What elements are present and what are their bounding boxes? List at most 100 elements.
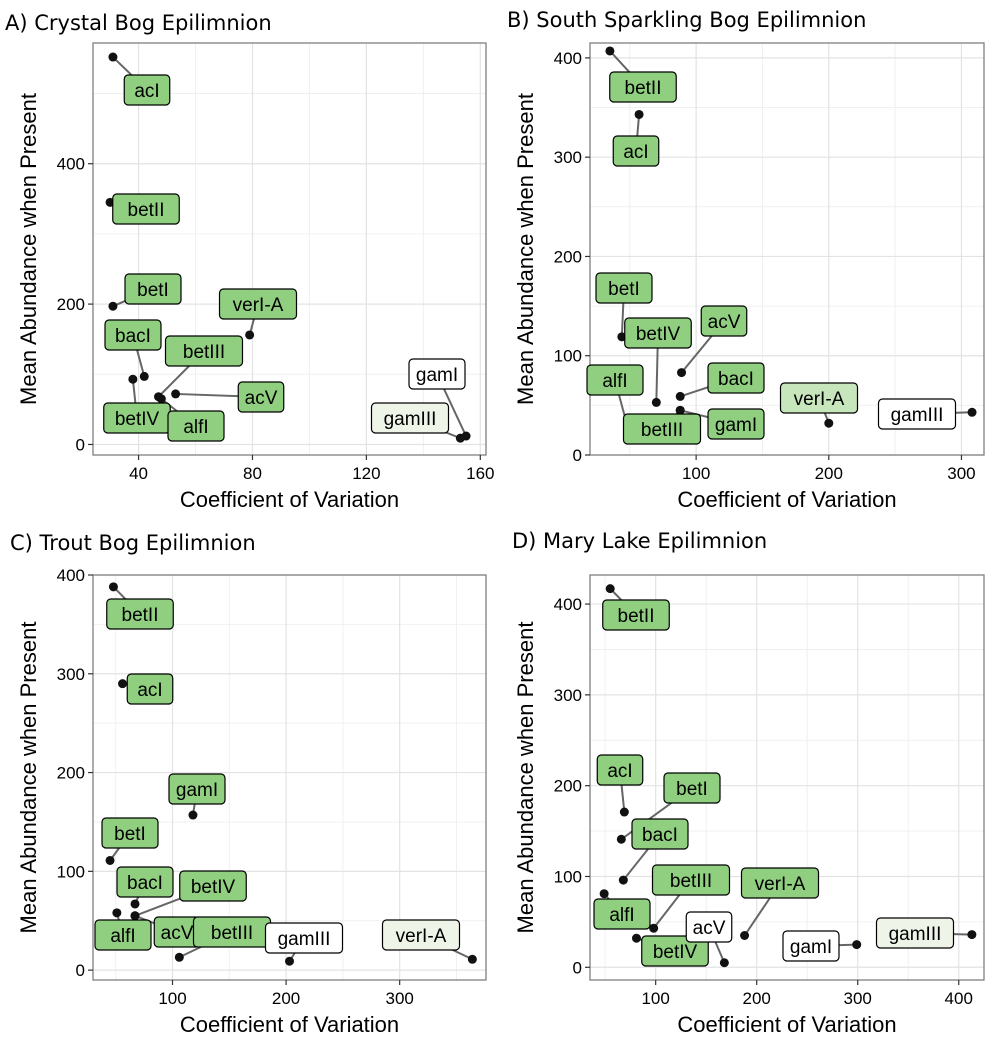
x-tick-label: 200 bbox=[272, 989, 300, 1008]
label-verI-A: verI-A bbox=[381, 919, 461, 951]
label-gamIII: gamIII bbox=[875, 917, 955, 949]
label-text: betI bbox=[114, 824, 146, 845]
x-tick-label: 100 bbox=[641, 989, 669, 1008]
label-acV: acV bbox=[237, 381, 285, 413]
y-tick-label: 0 bbox=[76, 961, 85, 980]
point-betIV bbox=[651, 397, 661, 407]
major-gridlines bbox=[93, 43, 486, 455]
label-box bbox=[168, 773, 226, 805]
label-text: verI-A bbox=[396, 926, 447, 947]
label-box bbox=[593, 898, 651, 930]
point-acI bbox=[118, 679, 128, 689]
label-box bbox=[596, 754, 644, 786]
label-text: verI-A bbox=[233, 295, 284, 316]
label-acV: acV bbox=[153, 916, 201, 948]
point-betIII bbox=[649, 923, 659, 933]
label-box bbox=[631, 818, 689, 850]
point-verI-A bbox=[467, 954, 477, 964]
label-text: gamIII bbox=[384, 409, 437, 430]
data-points bbox=[105, 582, 477, 966]
x-tick-label: 120 bbox=[352, 464, 380, 483]
panel-b: 100 200 300 0 100 200 300 400 B) South Sparkling… bbox=[507, 8, 985, 512]
label-text: bacI bbox=[127, 873, 163, 894]
label-text: gamIII bbox=[891, 405, 944, 426]
label-gamI: gamI bbox=[408, 358, 466, 390]
point-verI-A bbox=[245, 330, 255, 340]
label-acI: acI bbox=[612, 135, 660, 167]
panel-c: 100 200 300 0 100 200 300 400 C) Trout Bog Epili… bbox=[10, 531, 487, 1037]
label-box bbox=[740, 867, 820, 899]
label-text: bacI bbox=[642, 825, 678, 846]
label-text: betI bbox=[137, 280, 169, 301]
point-labels: betII acI gamI betI bacI betIV alfI acV betIII ga… bbox=[94, 598, 461, 954]
x-tick-label: 200 bbox=[815, 464, 843, 483]
label-text: gamIII bbox=[278, 929, 331, 950]
point-betIV bbox=[631, 933, 641, 943]
label-text: bacI bbox=[115, 326, 151, 347]
label-betIII: betIII bbox=[622, 413, 702, 445]
label-text: acI bbox=[134, 81, 159, 102]
label-text: betII bbox=[128, 200, 165, 221]
point-bacI bbox=[618, 875, 628, 885]
label-betI: betI bbox=[595, 272, 653, 304]
y-tick-label: 0 bbox=[573, 958, 582, 977]
label-gamIII: gamIII bbox=[370, 402, 450, 434]
label-acI: acI bbox=[596, 754, 644, 786]
label-betIII: betIII bbox=[192, 916, 272, 948]
label-text: acV bbox=[708, 312, 741, 333]
label-text: alfI bbox=[110, 926, 135, 947]
label-betI: betI bbox=[663, 772, 721, 804]
label-text: betIII bbox=[211, 923, 253, 944]
label-bacI: bacI bbox=[116, 866, 174, 898]
point-gamIII bbox=[455, 433, 465, 443]
label-text: betIV bbox=[191, 877, 236, 898]
label-text: acI bbox=[623, 142, 648, 163]
label-betIV: betIV bbox=[103, 402, 171, 434]
label-betII: betII bbox=[602, 599, 670, 631]
label-verI-A: verI-A bbox=[779, 382, 859, 414]
label-text: betIII bbox=[183, 342, 225, 363]
panel-title: B) South Sparkling Bog Epilimnion bbox=[507, 8, 866, 32]
label-gamI: gamI bbox=[782, 930, 840, 962]
label-box bbox=[167, 410, 225, 442]
label-text: alfI bbox=[609, 905, 634, 926]
label-text: acV bbox=[161, 923, 194, 944]
point-acI bbox=[634, 109, 644, 119]
label-box bbox=[264, 922, 344, 954]
point-labels: betII acI betI bacI betIII alfI betIV acV verI-A… bbox=[593, 599, 955, 967]
label-box bbox=[408, 358, 466, 390]
label-box bbox=[612, 135, 660, 167]
y-axis-label: Mean Abundance when Present bbox=[16, 622, 41, 934]
y-tick-label: 200 bbox=[57, 764, 85, 783]
y-axis-label: Mean Abundance when Present bbox=[16, 93, 41, 405]
x-tick-label: 100 bbox=[158, 989, 186, 1008]
label-betIV: betIV bbox=[641, 935, 709, 967]
label-betI: betI bbox=[101, 817, 159, 849]
point-acV bbox=[677, 368, 687, 378]
point-betII bbox=[108, 582, 118, 592]
label-box bbox=[112, 193, 180, 225]
label-box bbox=[602, 599, 670, 631]
label-box bbox=[106, 598, 174, 630]
x-tick-label: 300 bbox=[385, 989, 413, 1008]
label-betIV: betIV bbox=[179, 870, 247, 902]
label-acI: acI bbox=[126, 673, 174, 705]
label-box bbox=[641, 935, 709, 967]
label-alfI: alfI bbox=[167, 410, 225, 442]
label-box bbox=[179, 870, 247, 902]
y-tick-label: 300 bbox=[554, 686, 582, 705]
point-gamI bbox=[188, 810, 198, 820]
point-acV bbox=[171, 389, 181, 399]
point-betI bbox=[108, 301, 118, 311]
point-gamI bbox=[852, 940, 862, 950]
x-axis-label: Coefficient of Variation bbox=[677, 487, 896, 512]
label-box bbox=[663, 772, 721, 804]
point-betIII bbox=[174, 952, 184, 962]
y-tick-label: 400 bbox=[554, 595, 582, 614]
panel-title: D) Mary Lake Epilimnion bbox=[512, 529, 767, 553]
label-box bbox=[624, 317, 692, 349]
label-box bbox=[164, 335, 244, 367]
y-tick-label: 300 bbox=[554, 148, 582, 167]
x-tick-label: 160 bbox=[466, 464, 494, 483]
label-box bbox=[116, 866, 174, 898]
